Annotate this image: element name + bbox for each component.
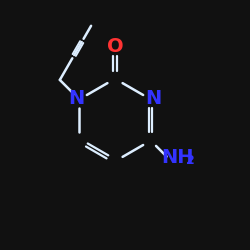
Text: N: N bbox=[68, 90, 84, 108]
Text: N: N bbox=[146, 90, 162, 108]
Text: NH: NH bbox=[162, 148, 194, 167]
Text: 2: 2 bbox=[186, 154, 194, 167]
Text: O: O bbox=[107, 37, 123, 56]
